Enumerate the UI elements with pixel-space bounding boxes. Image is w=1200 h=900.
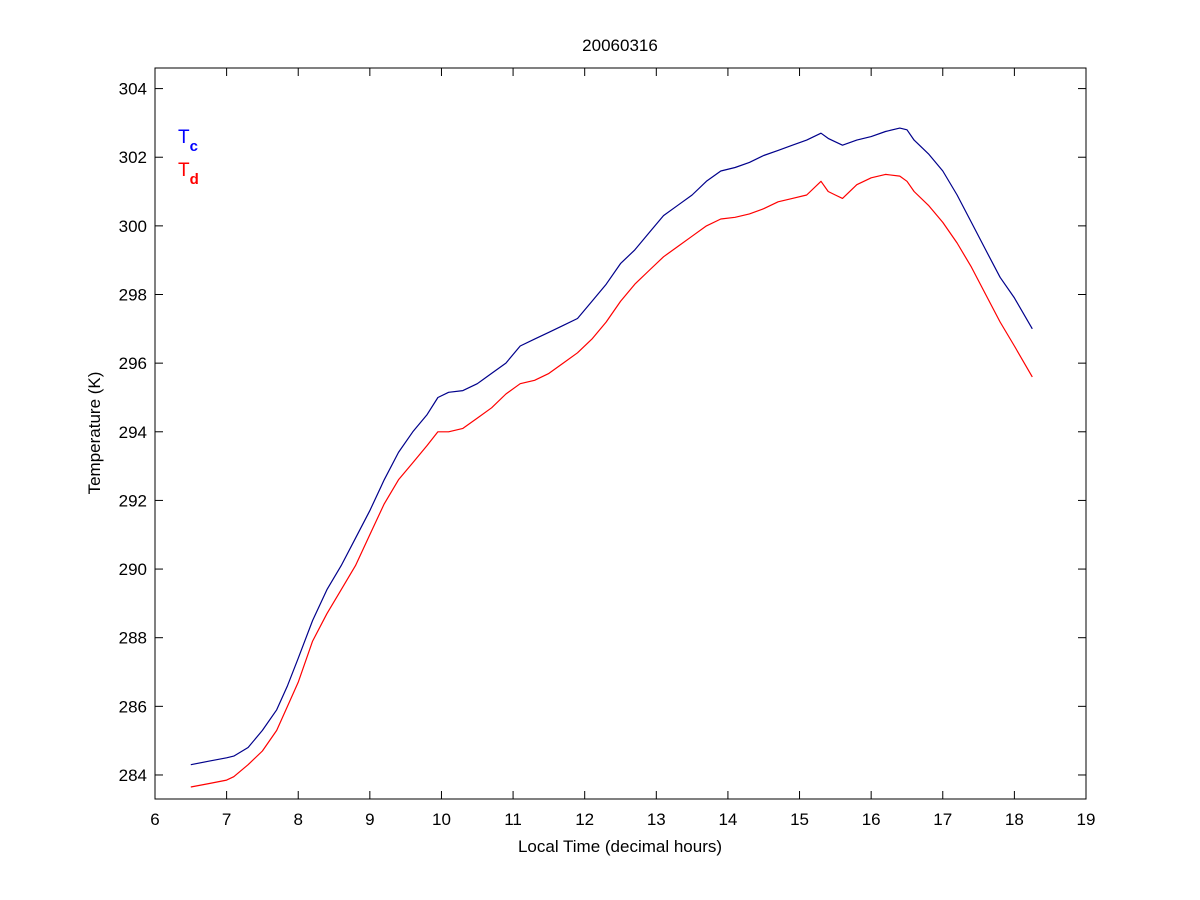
y-tick-label: 288 [119, 629, 147, 648]
y-tick-label: 292 [119, 491, 147, 510]
x-tick-label: 8 [293, 810, 302, 829]
y-tick-label: 286 [119, 697, 147, 716]
x-tick-label: 18 [1005, 810, 1024, 829]
x-tick-label: 16 [862, 810, 881, 829]
y-tick-label: 300 [119, 217, 147, 236]
x-tick-label: 17 [933, 810, 952, 829]
y-tick-label: 302 [119, 148, 147, 167]
x-tick-label: 9 [365, 810, 374, 829]
x-tick-label: 14 [718, 810, 737, 829]
y-tick-label: 304 [119, 80, 147, 99]
legend-entry-subscript: c [190, 138, 198, 155]
y-axis-label: Temperature (K) [85, 372, 104, 495]
series-line-tc [190, 127, 1033, 766]
y-tick-label: 284 [119, 766, 147, 785]
x-tick-label: 7 [222, 810, 231, 829]
x-tick-label: 12 [575, 810, 594, 829]
x-tick-label: 6 [150, 810, 159, 829]
x-tick-label: 11 [504, 810, 522, 829]
x-tick-label: 13 [647, 810, 666, 829]
x-axis-label: Local Time (decimal hours) [518, 837, 722, 856]
x-tick-label: 10 [432, 810, 451, 829]
legend-entry-subscript: d [190, 171, 199, 188]
y-tick-label: 296 [119, 354, 147, 373]
y-tick-label: 298 [119, 286, 147, 305]
legend-entry: Td [178, 160, 199, 188]
legend-entry-base: T [178, 127, 190, 148]
y-tick-label: 294 [119, 423, 147, 442]
x-tick-label: 19 [1077, 810, 1096, 829]
series-line-td [190, 173, 1033, 788]
y-tick-label: 290 [119, 560, 147, 579]
legend-entry: Tc [178, 127, 198, 155]
chart-title: 20060316 [582, 36, 658, 55]
x-tick-label: 15 [790, 810, 809, 829]
legend-entry-base: T [178, 160, 190, 181]
plot-area [154, 67, 1087, 800]
